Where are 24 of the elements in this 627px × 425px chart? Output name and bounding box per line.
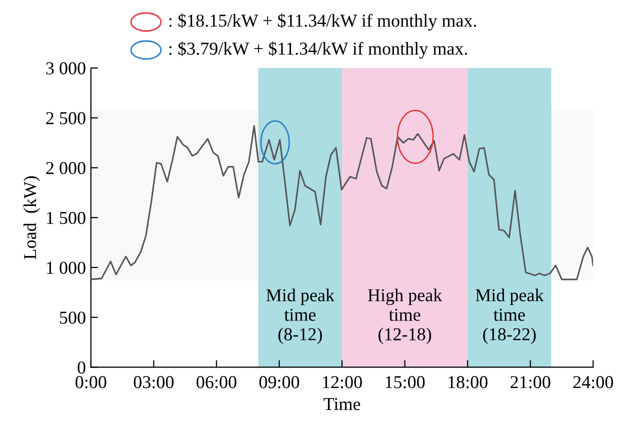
- y-tick-label: 500: [60, 312, 86, 324]
- band-label: High peak time (12-18): [368, 288, 442, 344]
- y-axis-title: Load (kW): [24, 176, 40, 260]
- x-tick-label: 21:00: [510, 376, 550, 388]
- x-tick-label: 15:00: [386, 376, 425, 388]
- text: : $18.15/kW + $11.34/kW if monthly max.: [169, 14, 476, 30]
- y-tick-label: 1 500: [47, 212, 86, 224]
- x-tick-label: 24:00: [573, 376, 614, 388]
- x-tick-label: 12:00: [323, 376, 362, 388]
- x-axis-title: Time: [324, 398, 360, 410]
- y-tick-label: 1 000: [47, 262, 86, 274]
- x-tick-label: 18:00: [448, 376, 488, 388]
- y-tick-label: 2 500: [46, 112, 86, 124]
- y-tick-label: 3 000: [46, 62, 86, 74]
- line-series: [90, 125, 594, 280]
- text: : $3.79/kW + $11.34/kW if monthly max.: [169, 42, 468, 58]
- y-tick-label: 0: [78, 361, 86, 374]
- x-tick-label: 06:00: [196, 376, 236, 388]
- y-tick-label: 2 000: [46, 162, 86, 174]
- x-tick-label: 09:00: [259, 376, 300, 388]
- x-tick-label: 0:00: [76, 376, 106, 388]
- band-label: Mid peak time (18-22): [476, 288, 544, 344]
- band-label: Mid peak time (8-12): [266, 288, 335, 344]
- x-tick-label: 03:00: [134, 376, 174, 388]
